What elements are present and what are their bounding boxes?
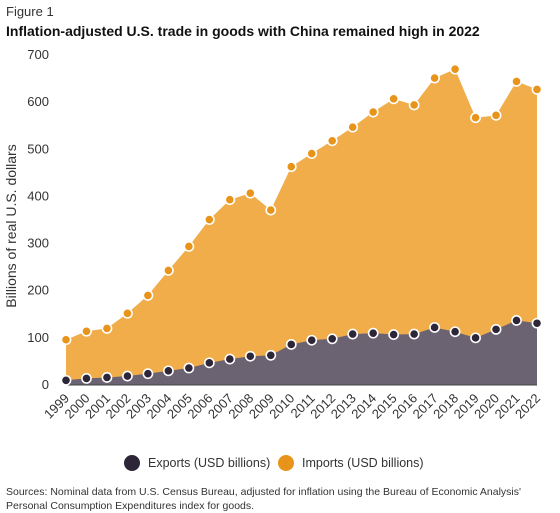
exports-point: [470, 332, 481, 344]
imports-point: [183, 240, 195, 252]
exports-point: [81, 372, 92, 384]
exports-point: [367, 327, 379, 339]
y-tick-label: 600: [27, 94, 49, 109]
exports-point: [511, 315, 522, 326]
exports-point: [429, 322, 441, 333]
legend-label-exports: Exports (USD billions): [148, 456, 271, 470]
exports-point: [60, 374, 72, 386]
exports-point: [265, 349, 277, 361]
imports-point: [285, 161, 297, 173]
imports-point: [326, 135, 338, 147]
imports-point: [60, 334, 72, 346]
exports-point: [203, 357, 215, 369]
exports-point: [101, 372, 113, 383]
exports-point: [285, 339, 297, 350]
legend-item-imports: Imports (USD billions): [278, 455, 424, 471]
exports-point: [224, 353, 236, 365]
imports-point: [122, 307, 133, 319]
imports-point: [101, 323, 113, 334]
imports-point: [470, 112, 481, 124]
y-tick-label: 500: [27, 141, 49, 156]
imports-point: [449, 63, 461, 75]
exports-point: [531, 317, 543, 329]
exports-point: [142, 368, 154, 380]
exports-point: [347, 328, 359, 340]
imports-legend-marker: [278, 455, 294, 471]
source-note: Sources: Nominal data from U.S. Census B…: [6, 486, 522, 512]
legend: Exports (USD billions) Imports (USD bill…: [0, 455, 560, 475]
legend-label-imports: Imports (USD billions): [302, 456, 424, 470]
area-chart: Billions of real U.S. dollars 0 100 200 300…: [3, 47, 543, 422]
exports-point: [449, 326, 461, 338]
y-tick-label: 200: [27, 283, 49, 298]
exports-point: [490, 323, 502, 335]
imports-point: [347, 121, 359, 133]
exports-legend-marker: [124, 455, 140, 471]
y-tick-label: 300: [27, 236, 49, 251]
legend-item-exports: Exports (USD billions): [124, 455, 270, 471]
chart-title: Inflation-adjusted U.S. trade in goods w…: [6, 23, 480, 39]
x-tick-label: 2022: [512, 391, 543, 422]
y-tick-label: 100: [27, 330, 49, 345]
imports-point: [81, 325, 92, 337]
y-tick-label: 0: [42, 377, 49, 392]
exports-point: [408, 328, 420, 340]
exports-point: [388, 329, 400, 340]
imports-point: [265, 204, 277, 216]
exports-point: [122, 370, 133, 382]
imports-area: [66, 69, 537, 386]
imports-point: [244, 187, 256, 199]
imports-point: [142, 290, 154, 301]
exports-point: [162, 365, 174, 377]
imports-point: [511, 76, 522, 87]
exports-point: [244, 350, 256, 362]
y-tick-label: 400: [27, 188, 49, 203]
y-axis-label: Billions of real U.S. dollars: [3, 144, 19, 307]
exports-point: [306, 334, 318, 346]
imports-point: [531, 84, 543, 95]
imports-point: [408, 99, 420, 111]
y-tick-label: 700: [27, 47, 49, 62]
exports-point: [183, 362, 195, 374]
imports-point: [429, 72, 441, 84]
imports-point: [388, 93, 400, 105]
imports-point: [162, 265, 174, 276]
imports-point: [224, 194, 236, 206]
exports-point: [326, 333, 338, 345]
imports-point: [490, 109, 502, 121]
imports-point: [367, 106, 379, 118]
imports-point: [306, 148, 318, 159]
figure-label: Figure 1: [6, 4, 54, 19]
imports-point: [203, 214, 215, 225]
